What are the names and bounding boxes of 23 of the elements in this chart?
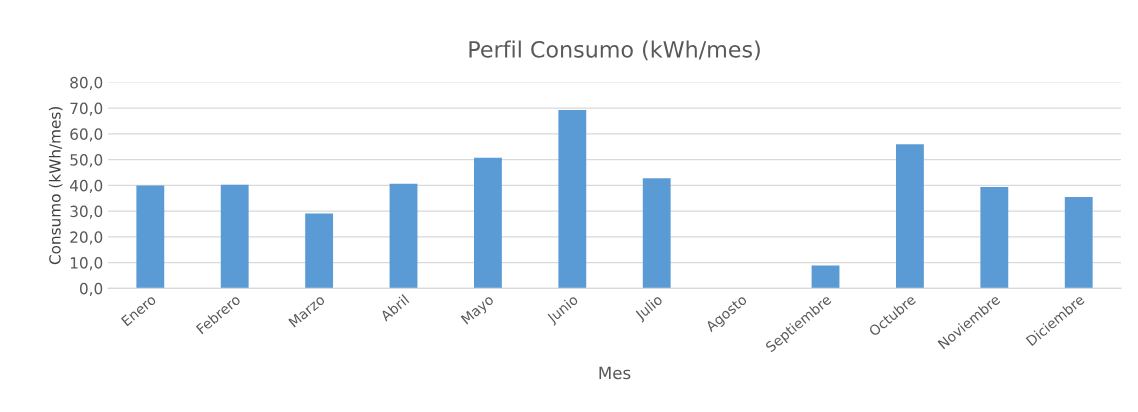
- bar: [389, 183, 418, 289]
- y-tick-label: 40,0: [69, 179, 103, 193]
- bar: [811, 265, 840, 289]
- bar: [980, 186, 1009, 289]
- bar: [642, 178, 671, 289]
- y-tick-label: 30,0: [70, 205, 103, 219]
- bar: [473, 157, 502, 289]
- chart-title: Perfil Consumo (kWh/mes): [469, 40, 760, 61]
- y-tick-label: 0,0: [79, 282, 103, 296]
- y-tick-label: 10,0: [70, 257, 103, 271]
- bar: [896, 144, 924, 289]
- y-tick-label: 80,0: [70, 76, 103, 90]
- bar: [1064, 196, 1093, 289]
- y-tick-label: 70,0: [70, 102, 103, 116]
- bar: [136, 185, 165, 289]
- y-axis-title: Consumo (kWh/mes): [48, 107, 63, 265]
- bar: [305, 213, 334, 289]
- bar: [220, 184, 249, 289]
- y-tick-label: 60,0: [70, 128, 103, 142]
- bar: [558, 109, 587, 289]
- x-axis-title: Mes: [599, 366, 631, 380]
- y-tick-label: 20,0: [70, 231, 103, 245]
- y-tick-label: 50,0: [70, 154, 103, 168]
